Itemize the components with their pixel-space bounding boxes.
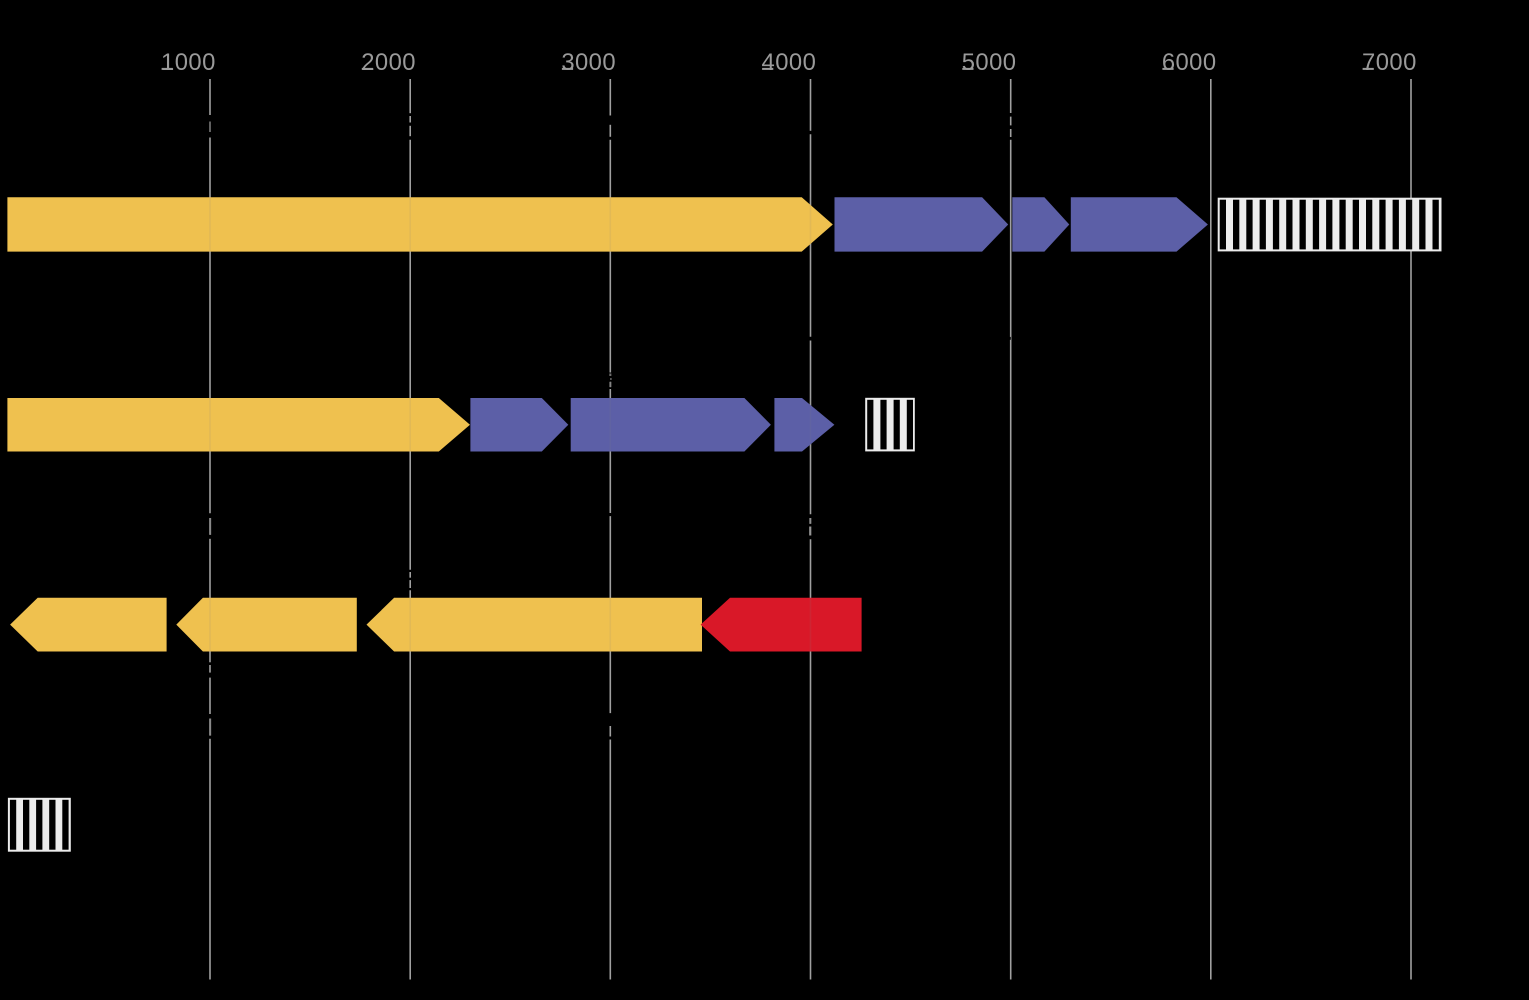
svg-text:2000: 2000 (361, 49, 416, 76)
svg-text:1000: 1000 (161, 49, 216, 76)
svg-text:6000: 6000 (1162, 49, 1217, 76)
svg-text:7000: 7000 (1362, 49, 1417, 76)
svg-text:3000: 3000 (561, 49, 616, 76)
svg-text:4000: 4000 (762, 49, 817, 76)
svg-text:5000: 5000 (962, 49, 1017, 76)
